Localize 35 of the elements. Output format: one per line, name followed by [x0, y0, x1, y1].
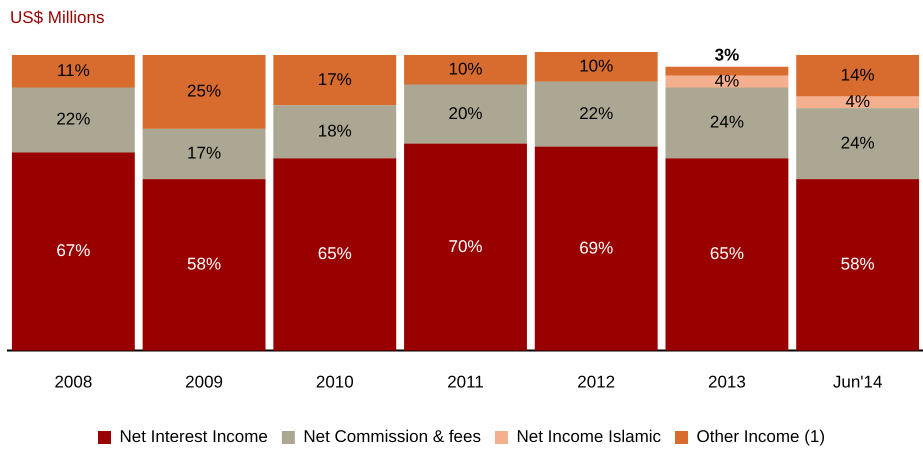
x-tick-label: 2008	[54, 372, 92, 392]
data-label: 58%	[187, 254, 222, 274]
data-label: 67%	[56, 241, 90, 260]
data-label: 17%	[318, 70, 352, 89]
x-tick-label: 2013	[708, 372, 746, 392]
x-tick-label: 2009	[185, 372, 223, 392]
x-tick-label: Jun'14	[832, 372, 882, 392]
x-tick-label: 2012	[577, 372, 616, 392]
data-label: 18%	[318, 122, 352, 141]
data-label: 25%	[187, 82, 222, 101]
data-label: 22%	[579, 104, 614, 123]
x-tick-label: 2010	[316, 372, 354, 392]
data-label: 24%	[710, 112, 744, 132]
y-axis-title: US$ Millions	[10, 8, 104, 28]
data-label: 69%	[579, 238, 614, 258]
data-label: 11%	[56, 60, 90, 80]
legend-label: Net Commission & fees	[303, 427, 481, 446]
data-label: 10%	[448, 59, 483, 78]
data-label: 3%	[714, 45, 740, 64]
data-label: 70%	[448, 236, 483, 256]
x-tick-label: 2011	[447, 372, 484, 392]
data-label: 10%	[579, 56, 614, 76]
legend-label: Other Income (1)	[696, 427, 826, 446]
data-label: 58%	[840, 254, 875, 274]
data-label: 65%	[318, 244, 352, 264]
data-label: 20%	[448, 104, 483, 123]
data-label: 17%	[187, 144, 222, 163]
data-label: 4%	[714, 71, 740, 90]
data-label: 4%	[845, 92, 870, 111]
data-label: 65%	[710, 244, 744, 264]
data-label: 24%	[840, 133, 875, 152]
data-label: 22%	[56, 110, 90, 129]
legend-label: Net Interest Income	[120, 427, 268, 446]
legend-label: Net Income Islamic	[516, 427, 662, 446]
data-label: 14%	[840, 65, 875, 84]
